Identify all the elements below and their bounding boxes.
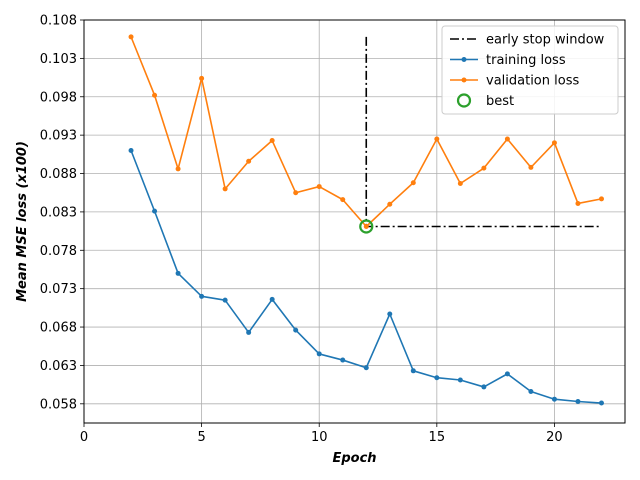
validation-loss-point bbox=[504, 136, 510, 142]
training-loss-point bbox=[222, 297, 228, 303]
validation-loss-point bbox=[457, 181, 463, 187]
validation-loss-point bbox=[199, 75, 205, 81]
legend-label-best: best bbox=[486, 94, 514, 109]
validation-loss-point bbox=[269, 138, 275, 144]
validation-loss-point bbox=[246, 158, 252, 164]
validation-loss-point bbox=[316, 184, 322, 190]
training-loss-point bbox=[551, 396, 557, 402]
validation-loss-point bbox=[340, 197, 346, 203]
validation-loss-point bbox=[434, 136, 440, 142]
plot-frame bbox=[83, 19, 626, 424]
training-loss-point bbox=[504, 371, 510, 377]
training-loss-point bbox=[575, 399, 581, 405]
training-loss-point bbox=[340, 357, 346, 363]
best-marker bbox=[359, 219, 374, 234]
y-tick-label: 0.068 bbox=[40, 321, 77, 336]
training-loss-point bbox=[481, 384, 487, 390]
training-loss-point bbox=[410, 368, 416, 374]
training-loss-point bbox=[434, 375, 440, 381]
training-loss-point bbox=[598, 400, 604, 406]
y-tick-label: 0.063 bbox=[40, 359, 77, 374]
y-tick-label: 0.058 bbox=[40, 397, 77, 412]
legend-box bbox=[441, 25, 619, 115]
validation-loss-point bbox=[128, 34, 134, 40]
y-tick-label: 0.108 bbox=[40, 14, 77, 29]
validation-loss-point bbox=[528, 164, 534, 170]
legend-marker-validation-loss bbox=[461, 77, 467, 83]
x-tick-label: 5 bbox=[197, 430, 205, 445]
legend-label-training-loss: training loss bbox=[486, 53, 566, 68]
training-loss-point bbox=[246, 329, 252, 335]
training-loss-point bbox=[293, 327, 299, 333]
legend-label-validation-loss: validation loss bbox=[486, 74, 579, 89]
y-tick-label: 0.083 bbox=[40, 205, 77, 220]
x-tick-label: 20 bbox=[546, 430, 563, 445]
training-loss-point bbox=[387, 311, 393, 317]
validation-loss-point bbox=[575, 200, 581, 206]
legend-swatch-best bbox=[456, 93, 472, 108]
y-tick-label: 0.073 bbox=[40, 282, 77, 297]
y-tick-label: 0.078 bbox=[40, 244, 77, 259]
training-loss-point bbox=[128, 147, 134, 153]
training-loss-point bbox=[175, 270, 181, 276]
ticks: 0 5 10 15 20 0.058 0.063 0.068 0.073 0.078 0.083 0.… bbox=[40, 14, 563, 446]
training-loss-point bbox=[528, 389, 534, 395]
y-tick-label: 0.098 bbox=[40, 90, 77, 105]
x-tick-label: 15 bbox=[429, 430, 446, 445]
series-layer bbox=[128, 34, 604, 406]
training-loss-point bbox=[199, 293, 205, 299]
training-loss-point bbox=[269, 296, 275, 302]
legend: early stop window training loss validation… bbox=[441, 25, 619, 115]
y-tick-label: 0.093 bbox=[40, 129, 77, 144]
x-tick-label: 10 bbox=[311, 430, 328, 445]
legend-label-early-stop-window: early stop window bbox=[486, 33, 605, 48]
validation-loss-point bbox=[598, 196, 604, 202]
validation-loss-point bbox=[363, 223, 369, 229]
validation-loss-point bbox=[222, 186, 228, 192]
x-tick-label: 0 bbox=[80, 430, 88, 445]
legend-marker-training-loss bbox=[461, 57, 467, 62]
validation-loss-point bbox=[387, 201, 393, 207]
validation-loss-point bbox=[551, 140, 557, 146]
validation-loss-point bbox=[175, 166, 181, 172]
y-axis-label: Mean MSE loss (x100) bbox=[15, 141, 30, 302]
y-tick-label: 0.088 bbox=[40, 167, 77, 182]
training-loss-point bbox=[457, 377, 463, 383]
validation-loss-point bbox=[152, 92, 158, 98]
validation-loss-point bbox=[293, 190, 299, 196]
training-loss-point bbox=[152, 208, 158, 214]
x-axis-label: Epoch bbox=[332, 451, 376, 466]
training-loss-point bbox=[363, 365, 369, 371]
validation-loss-point bbox=[410, 180, 416, 186]
training-loss-point bbox=[316, 351, 322, 357]
y-tick-label: 0.103 bbox=[40, 52, 77, 67]
validation-loss-point bbox=[481, 165, 487, 171]
